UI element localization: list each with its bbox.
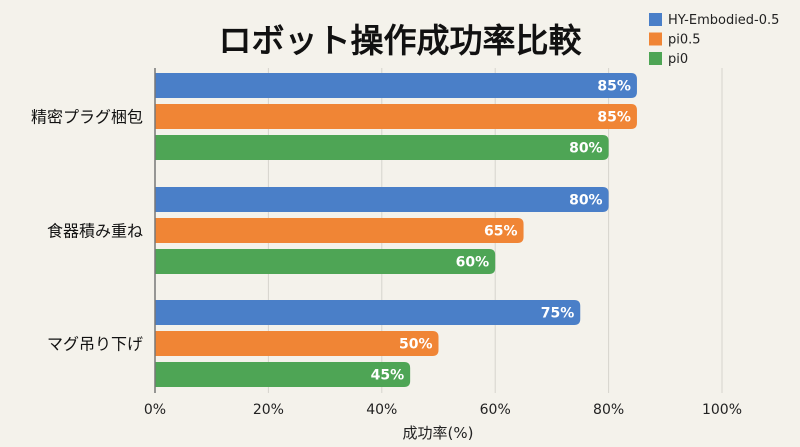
data-label: 80% [569, 141, 603, 157]
bar [155, 135, 609, 160]
bar [155, 104, 637, 129]
bar [155, 73, 637, 98]
bar [155, 218, 524, 243]
bar [155, 187, 609, 212]
bar [155, 300, 581, 325]
data-label: 85% [597, 110, 631, 126]
category-label: マグ吊り下げ [47, 335, 143, 354]
data-label: 75% [541, 306, 575, 322]
legend-swatch [649, 32, 662, 46]
x-tick-label: 80% [593, 402, 624, 418]
category-label: 精密プラグ梱包 [31, 108, 143, 127]
data-label: 65% [484, 224, 518, 240]
x-tick-label: 40% [366, 402, 397, 418]
bar [155, 249, 496, 274]
data-label: 50% [399, 337, 433, 353]
x-tick-labels: 0% 20% 40% 60% 80% 100% [144, 402, 742, 418]
legend: HY-Embodied-0.5 pi0.5 pi0 [649, 13, 779, 67]
legend-label: HY-Embodied-0.5 [668, 13, 779, 28]
data-label: 80% [569, 193, 603, 209]
bars: 85% 85% 80% 80% 65% 60% 75% 50% 45% [155, 73, 637, 387]
x-tick-label: 100% [702, 402, 742, 418]
x-tick-label: 60% [480, 402, 511, 418]
bar [155, 331, 439, 356]
chart-title: ロボット操作成功率比較 [219, 21, 583, 60]
legend-swatch [649, 52, 662, 65]
data-label: 60% [456, 255, 490, 271]
x-tick-label: 20% [253, 402, 284, 418]
legend-swatch [649, 13, 662, 26]
legend-label: pi0.5 [668, 33, 701, 48]
x-tick-label: 0% [144, 402, 166, 418]
data-label: 45% [371, 368, 405, 384]
legend-label: pi0 [668, 52, 688, 67]
bar [155, 362, 411, 387]
category-label: 食器積み重ね [47, 222, 143, 241]
data-label: 85% [597, 79, 631, 95]
x-axis-label: 成功率(%) [403, 424, 474, 442]
